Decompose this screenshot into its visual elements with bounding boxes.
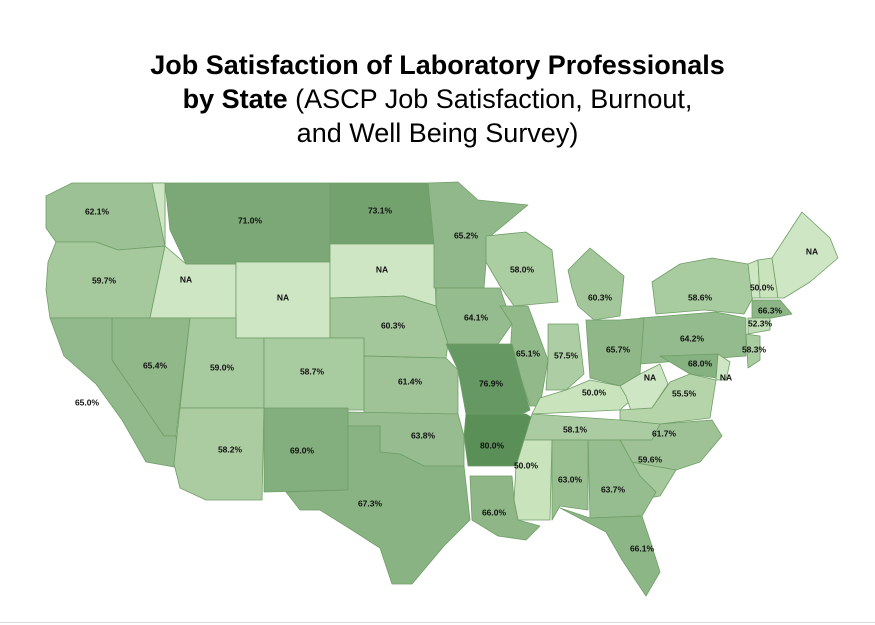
state-value-label-ne: 60.3% <box>381 320 406 330</box>
state-il <box>499 305 549 407</box>
state-value-label-sd: NA <box>376 264 388 274</box>
state-ks <box>363 355 459 415</box>
state-value-label-wi: 58.0% <box>510 264 535 274</box>
state-nj <box>745 333 761 369</box>
state-value-label-pa: 64.2% <box>680 333 705 343</box>
state-value-label-mn: 65.2% <box>454 230 479 240</box>
state-value-label-ms: 50.0% <box>514 460 539 470</box>
state-de <box>715 353 731 381</box>
state-value-label-sc: 59.6% <box>638 454 663 464</box>
state-ma <box>751 299 793 319</box>
state-value-label-nh: 50.0% <box>750 282 775 292</box>
state-mo <box>445 343 531 415</box>
state-value-label-wv: NA <box>644 372 656 382</box>
state-value-label-ok: 63.8% <box>411 430 436 440</box>
state-value-label-ct: 52.3% <box>748 318 773 328</box>
state-value-label-wa: 62.1% <box>85 206 110 216</box>
state-mi <box>567 247 625 321</box>
state-value-label-al: 63.0% <box>558 474 583 484</box>
title-line-2-bold: by State <box>182 84 288 114</box>
state-value-label-la: 66.0% <box>482 507 507 517</box>
state-me <box>771 211 839 299</box>
state-wi <box>485 231 559 307</box>
bottom-divider <box>0 622 875 623</box>
state-value-label-ar: 80.0% <box>480 440 505 450</box>
state-shapes <box>45 181 839 597</box>
state-value-label-in: 57.5% <box>554 350 579 360</box>
state-value-label-az: 58.2% <box>218 444 243 454</box>
state-value-label-ca: 65.0% <box>75 397 100 407</box>
state-value-label-ks: 61.4% <box>398 376 423 386</box>
state-value-label-tx: 67.3% <box>358 498 383 508</box>
state-la <box>469 475 541 541</box>
state-wa <box>45 182 166 251</box>
state-value-label-fl: 66.1% <box>630 543 655 553</box>
title-line-1: Job Satisfaction of Laboratory Professio… <box>150 50 725 80</box>
chart-title: Job Satisfaction of Laboratory Professio… <box>0 48 875 150</box>
state-value-label-wy: NA <box>277 292 289 302</box>
state-value-label-me: NA <box>806 246 818 256</box>
state-value-label-il: 65.1% <box>516 348 541 358</box>
state-value-label-ny: 58.6% <box>688 292 713 302</box>
state-value-label-nm: 69.0% <box>290 445 315 455</box>
state-value-label-id: NA <box>180 274 192 284</box>
state-ct <box>747 317 771 335</box>
state-value-label-ia: 64.1% <box>464 312 489 322</box>
state-value-label-md: 68.0% <box>688 358 713 368</box>
state-value-label-co: 58.7% <box>300 366 325 376</box>
state-value-label-ga: 63.7% <box>601 484 626 494</box>
state-value-label-nc: 61.7% <box>652 428 677 438</box>
state-value-label-ky: 50.0% <box>582 387 607 397</box>
state-value-label-oh: 65.7% <box>606 344 631 354</box>
title-line-3: and Well Being Survey) <box>296 118 579 148</box>
state-value-label-tn: 58.1% <box>563 424 588 434</box>
state-tx <box>285 425 471 585</box>
state-value-label-ma: 66.3% <box>758 305 783 315</box>
state-value-label-ut: 59.0% <box>210 362 235 372</box>
state-value-label-nj: 58.3% <box>742 344 767 354</box>
state-value-label-mt: 71.0% <box>238 215 263 225</box>
state-value-label-mi: 60.3% <box>588 292 613 302</box>
state-labels: 62.1% 59.7% NA 71.0% 73.1% NA NA 65.2% 58.0% 60.3… <box>75 205 818 553</box>
state-value-label-de: NA <box>720 372 732 382</box>
state-fl <box>559 507 661 597</box>
state-value-label-or: 59.7% <box>92 275 117 285</box>
state-value-label-mo: 76.9% <box>479 378 504 388</box>
state-value-label-va: 55.5% <box>672 388 697 398</box>
state-value-label-nv: 65.4% <box>143 360 168 370</box>
state-ny <box>651 257 757 315</box>
title-line-2-normal: (ASCP Job Satisfaction, Burnout, <box>287 84 693 114</box>
state-al <box>551 439 589 521</box>
state-value-label-nd: 73.1% <box>368 205 393 215</box>
